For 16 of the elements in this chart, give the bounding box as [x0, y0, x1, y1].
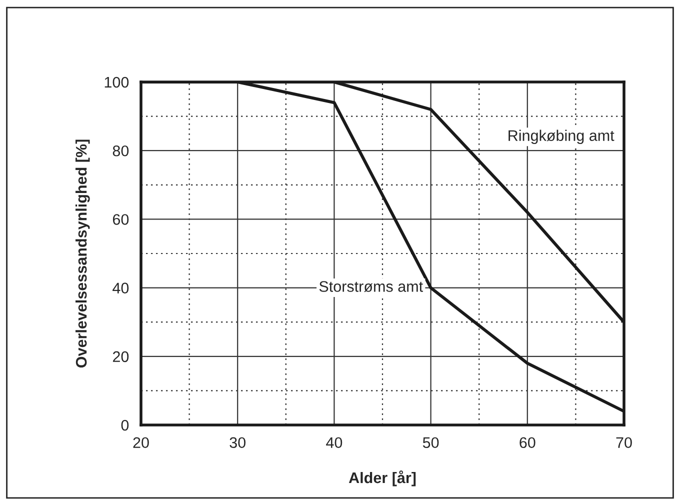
x-tick-label: 40 [326, 437, 342, 448]
x-tick-label: 70 [616, 437, 632, 448]
x-tick-label: 30 [230, 437, 246, 448]
x-tick-label: 60 [520, 437, 536, 448]
y-axis-title: Overlevelsessandsynlighed [%] [76, 140, 90, 368]
x-axis-title: Alder [år] [348, 470, 416, 486]
y-tick-label: 0 [121, 420, 129, 431]
y-tick-label: 40 [112, 282, 129, 294]
y-tick-label: 80 [112, 145, 129, 156]
series-label: Storstrøms amt [319, 281, 423, 292]
y-tick-label: 20 [112, 351, 129, 362]
y-tick-label: 100 [104, 76, 129, 88]
x-tick-label: 50 [422, 437, 439, 448]
text: Ringkøbing amt [508, 130, 614, 144]
y-tick-label: 60 [112, 214, 129, 225]
x-tick-label: 20 [133, 437, 149, 448]
